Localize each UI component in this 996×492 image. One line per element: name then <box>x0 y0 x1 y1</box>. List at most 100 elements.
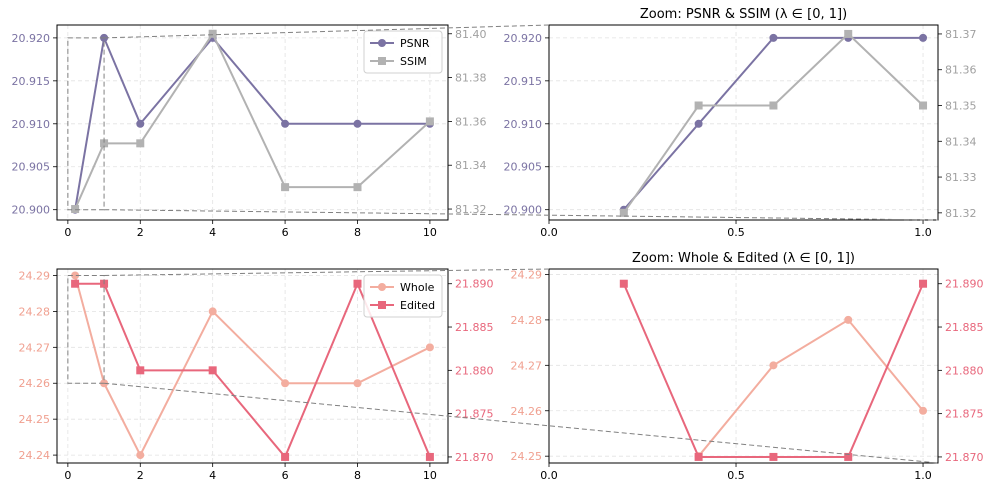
legend-marker <box>378 57 386 65</box>
left-tick-label: 24.25 <box>511 450 543 463</box>
left-tick-label: 20.915 <box>504 75 543 88</box>
left-tick-label: 20.920 <box>504 32 543 45</box>
left-tick-label: 24.29 <box>511 268 543 281</box>
left-tick-label: 20.910 <box>504 118 543 131</box>
point-psnr <box>281 119 290 128</box>
point-ssim <box>100 139 109 148</box>
chart-bottom-left: 0 2 4 6 8 10 24.24 24.25 24.26 24.27 24.28 24.29 21.… <box>19 268 494 482</box>
right-tick-label: 81.32 <box>945 207 977 220</box>
point-whole <box>136 451 145 460</box>
left-tick-label: 24.25 <box>19 413 51 426</box>
zoom-connector <box>104 24 550 39</box>
point-ssim <box>71 205 80 214</box>
axes-frame <box>56 24 449 221</box>
point-whole <box>919 406 928 415</box>
legend-marker <box>378 39 386 47</box>
right-tick-label: 21.880 <box>945 364 984 377</box>
point-edited <box>844 452 853 461</box>
zoom-connector <box>104 268 550 276</box>
left-tick-label: 24.27 <box>19 341 51 354</box>
legend-marker <box>378 283 386 291</box>
left-tick-label: 20.920 <box>12 32 51 45</box>
legend-label: SSIM <box>400 55 427 68</box>
x-tick-label: 2 <box>137 226 144 239</box>
right-tick-label: 21.890 <box>945 278 984 291</box>
point-edited <box>136 366 145 375</box>
right-tick-label: 21.870 <box>455 451 494 464</box>
x-tick-label: 2 <box>137 469 144 482</box>
x-tick-label: 8 <box>354 226 361 239</box>
legend: Whole Edited <box>363 274 443 318</box>
zoom-connector <box>104 382 939 464</box>
left-tick-label: 24.27 <box>511 359 543 372</box>
chart-bottom-right: 0.0 0.5 1.0 24.25 24.26 24.27 24.28 24.29 21.870… <box>511 251 984 482</box>
x-tick-label: 6 <box>282 469 289 482</box>
point-ssim <box>425 117 434 126</box>
legend: PSNR SSIM <box>363 30 443 74</box>
axes-frame <box>548 268 939 464</box>
left-tick-label: 24.28 <box>19 305 51 318</box>
right-tick-label: 81.35 <box>945 100 977 113</box>
right-tick-label: 81.37 <box>945 28 977 41</box>
point-edited <box>619 279 628 288</box>
left-tick-label: 24.24 <box>19 449 51 462</box>
point-whole <box>71 271 80 280</box>
x-tick-label: 10 <box>423 226 437 239</box>
left-tick-label: 24.28 <box>511 314 543 327</box>
axes-frame <box>56 268 449 464</box>
chart-title: Zoom: PSNR & SSIM (λ ∈ [0, 1]) <box>640 7 847 22</box>
x-tick-label: 4 <box>209 226 216 239</box>
x-tick-label: 0.0 <box>540 469 558 482</box>
legend-label: Edited <box>400 299 435 312</box>
zoom-connector <box>104 209 939 221</box>
left-tick-label: 24.29 <box>19 269 51 282</box>
point-ssim <box>769 101 778 110</box>
zoom-region <box>67 274 105 384</box>
point-ssim <box>919 101 928 110</box>
point-edited <box>353 279 362 288</box>
axes-frame <box>548 24 939 221</box>
right-tick-label: 81.38 <box>455 72 487 85</box>
x-tick-label: 8 <box>354 469 361 482</box>
right-tick-label: 81.34 <box>455 159 487 172</box>
x-tick-label: 0 <box>64 226 71 239</box>
point-edited <box>425 452 434 461</box>
right-tick-label: 81.36 <box>455 115 487 128</box>
left-tick-label: 24.26 <box>511 405 543 418</box>
point-ssim <box>208 29 217 38</box>
x-tick-label: 1.0 <box>914 226 932 239</box>
point-whole <box>844 315 853 324</box>
point-ssim <box>353 183 362 192</box>
x-tick-label: 0.5 <box>727 226 745 239</box>
left-tick-label: 20.910 <box>12 118 51 131</box>
right-tick-label: 21.870 <box>945 451 984 464</box>
x-tick-label: 10 <box>423 469 437 482</box>
right-tick-label: 21.880 <box>455 364 494 377</box>
right-tick-label: 81.40 <box>455 28 487 41</box>
right-tick-label: 21.875 <box>945 408 984 421</box>
series-line-edited <box>622 283 924 458</box>
x-tick-label: 6 <box>282 226 289 239</box>
right-tick-label: 21.885 <box>455 321 494 334</box>
x-tick-label: 0.5 <box>727 469 745 482</box>
left-tick-label: 20.900 <box>504 204 543 217</box>
left-tick-label: 20.905 <box>12 161 51 174</box>
point-psnr <box>136 119 145 128</box>
point-psnr <box>919 33 928 42</box>
x-tick-label: 1.0 <box>914 469 932 482</box>
chart-top-left: 0 2 4 6 8 10 20.900 20.905 20.910 20.915 20.920 81.… <box>12 24 487 239</box>
zoom-region <box>67 37 105 211</box>
point-ssim <box>844 29 853 38</box>
point-edited <box>919 279 928 288</box>
right-tick-label: 21.885 <box>945 321 984 334</box>
legend-label: Whole <box>400 281 435 294</box>
right-tick-label: 21.890 <box>455 278 494 291</box>
x-tick-label: 0 <box>64 469 71 482</box>
point-whole <box>208 307 217 316</box>
point-whole <box>425 343 434 352</box>
x-tick-label: 4 <box>209 469 216 482</box>
point-psnr <box>769 33 778 42</box>
left-tick-label: 20.905 <box>504 161 543 174</box>
point-edited <box>281 452 290 461</box>
